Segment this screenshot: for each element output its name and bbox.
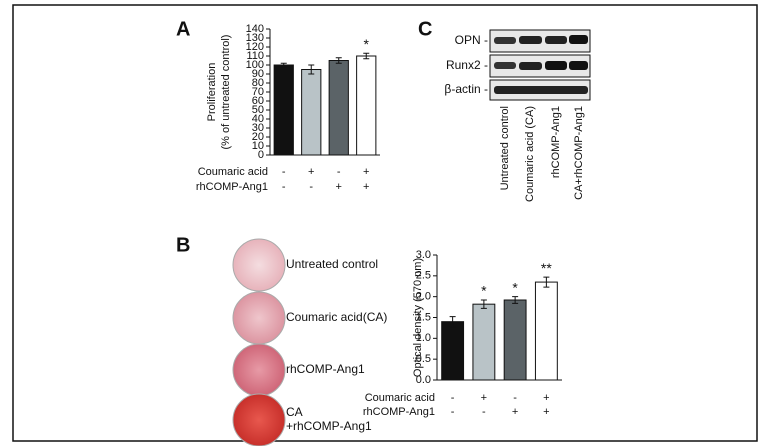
blot-column-label: Coumaric acid (CA) [524, 106, 536, 202]
blot-column-label: rhCOMP-Ang1 [550, 106, 562, 178]
y-tick-label: 0.5 [416, 353, 431, 365]
y-tick-label: 0.0 [416, 374, 431, 386]
y-axis-label: Optical density (570 nm) [412, 258, 424, 377]
y-tick-label: 140 [246, 23, 264, 35]
y-axis-label: (% of untreated control) [220, 35, 232, 150]
significance: * [512, 279, 518, 295]
error-bar [280, 62, 287, 68]
treatment-sign: - [282, 181, 286, 193]
treatment-sign: - [451, 406, 455, 418]
y-tick-label: 40 [252, 113, 264, 125]
treatment-label: rhCOMP-Ang1 [363, 406, 435, 418]
well-label: Untreated control [286, 257, 378, 271]
well-label: +rhCOMP-Ang1 [286, 419, 372, 433]
treatment-label: Coumaric acid [365, 392, 435, 404]
y-tick-label: 50 [252, 104, 264, 116]
treatment-sign: - [309, 181, 313, 193]
error-bar [480, 299, 487, 309]
treatment-sign: + [543, 392, 549, 404]
panel-label: B [176, 234, 190, 256]
panel-label: C [418, 18, 432, 40]
y-tick-label: 10 [252, 140, 264, 152]
y-tick-label: 3.0 [416, 249, 431, 261]
stained-well [232, 343, 286, 397]
stained-well [232, 291, 286, 345]
significance: ** [541, 260, 552, 276]
error-bar [449, 316, 456, 328]
error-bar [543, 276, 550, 288]
treatment-label: Coumaric acid [198, 166, 268, 178]
bar [441, 321, 465, 381]
y-tick-label: 20 [252, 131, 264, 143]
stained-well [232, 393, 286, 446]
y-tick-label: 100 [246, 59, 264, 71]
y-tick-label: 110 [246, 50, 264, 62]
y-tick-label: 90 [252, 68, 264, 80]
y-tick-label: 1.5 [416, 311, 431, 323]
well-label: rhCOMP-Ang1 [286, 362, 365, 376]
stained-well [232, 238, 286, 292]
treatment-sign: + [308, 166, 314, 178]
blot-column-label: CA+rhCOMP-Ang1 [573, 106, 585, 200]
treatment-sign: + [512, 406, 518, 418]
treatment-sign: + [363, 181, 369, 193]
bar [534, 281, 558, 381]
treatment-sign: + [481, 392, 487, 404]
panel-label: A [176, 18, 190, 40]
y-tick-label: 30 [252, 122, 264, 134]
blot-row-label: β-actin - [444, 82, 488, 96]
blot [489, 29, 591, 101]
error-bar [512, 296, 519, 304]
bar [472, 303, 496, 381]
bar [356, 55, 377, 156]
y-tick-label: 70 [252, 86, 264, 98]
bar [503, 299, 527, 381]
treatment-label: rhCOMP-Ang1 [196, 181, 268, 193]
treatment-sign: + [543, 406, 549, 418]
y-tick-label: 1.0 [416, 332, 431, 344]
y-axis-label: Proliferation [206, 63, 218, 122]
y-tick-label: 2.0 [416, 291, 431, 303]
blot-row-label: OPN - [455, 33, 488, 47]
blot-row-label: Runx2 - [446, 58, 488, 72]
significance: * [364, 36, 370, 52]
significance: * [481, 283, 487, 299]
figure-border [12, 4, 758, 442]
blot-column-label: Untreated control [499, 106, 511, 190]
error-bar [308, 64, 315, 75]
treatment-sign: - [451, 392, 455, 404]
y-tick-label: 120 [246, 41, 264, 53]
y-tick-label: 2.5 [416, 270, 431, 282]
treatment-sign: - [337, 166, 341, 178]
treatment-sign: - [513, 392, 517, 404]
well-label: Coumaric acid(CA) [286, 310, 387, 324]
treatment-sign: + [336, 181, 342, 193]
treatment-sign: - [282, 166, 286, 178]
bar [273, 64, 294, 156]
error-bar [363, 52, 370, 60]
well-label: CA [286, 405, 303, 419]
treatment-sign: - [482, 406, 486, 418]
y-tick-label: 0 [258, 149, 264, 161]
error-bar [335, 57, 342, 64]
y-tick-label: 130 [246, 32, 264, 44]
bar [301, 69, 322, 156]
treatment-sign: + [363, 166, 369, 178]
y-tick-label: 80 [252, 77, 264, 89]
bar [328, 60, 349, 156]
y-tick-label: 60 [252, 95, 264, 107]
